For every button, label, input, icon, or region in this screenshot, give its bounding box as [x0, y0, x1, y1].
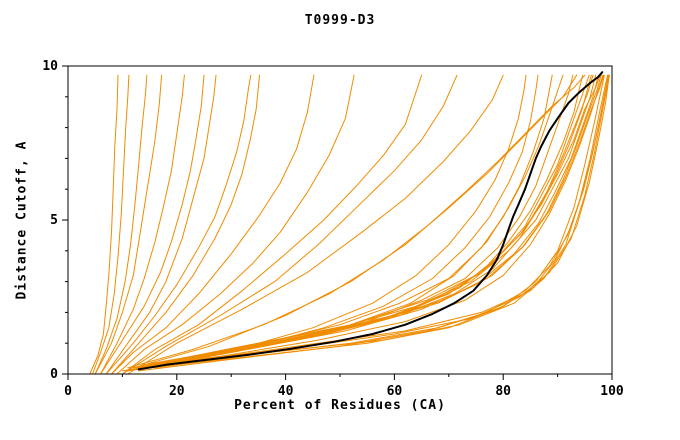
model-curve: [105, 74, 217, 375]
model-curve: [132, 74, 564, 369]
highlighted-curve: [137, 71, 604, 371]
model-curve: [89, 74, 119, 375]
model-curve: [138, 74, 604, 369]
y-axis-label: Distance Cutoff, A: [14, 140, 30, 300]
model-curve: [94, 74, 163, 375]
model-curve: [111, 74, 260, 375]
model-curve: [100, 74, 185, 375]
x-tick-label: 0: [64, 384, 72, 399]
model-curve: [127, 74, 504, 375]
model-curve: [132, 74, 578, 369]
model-curve: [143, 74, 592, 369]
x-axis-label: Percent of Residues (CA): [234, 398, 446, 413]
y-tick-label: 10: [42, 59, 58, 74]
model-curve: [111, 74, 315, 375]
model-curve: [149, 74, 605, 369]
model-curve: [94, 74, 148, 375]
x-tick-label: 80: [495, 384, 511, 399]
y-tick-label: 0: [50, 367, 58, 382]
model-curve: [121, 74, 423, 375]
model-curve: [165, 74, 610, 366]
model-curve: [149, 74, 599, 369]
model-curve: [160, 74, 610, 366]
model-curve: [121, 74, 527, 372]
x-tick-label: 60: [387, 384, 403, 399]
model-curve: [92, 74, 130, 375]
model-curve: [127, 74, 539, 372]
model-curve: [138, 74, 609, 372]
model-curve: [100, 74, 205, 375]
x-tick-label: 40: [278, 384, 294, 399]
chart-title: T0999-D3: [304, 13, 376, 28]
model-curve: [105, 74, 252, 375]
model-curve: [121, 74, 458, 375]
y-tick-label: 5: [50, 213, 58, 228]
x-tick-label: 100: [600, 384, 624, 399]
model-curve: [160, 74, 605, 366]
model-curve: [116, 74, 355, 375]
x-tick-label: 20: [169, 384, 185, 399]
